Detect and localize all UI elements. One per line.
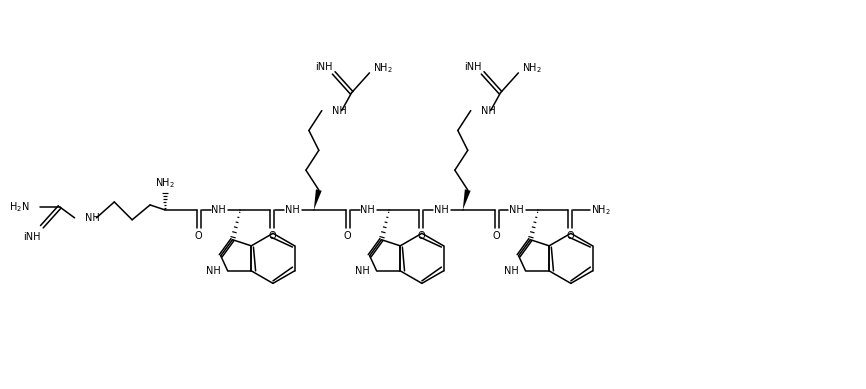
Polygon shape: [313, 189, 321, 210]
Text: NH: NH: [504, 266, 519, 276]
Text: iNH: iNH: [315, 62, 333, 72]
Text: NH: NH: [285, 205, 300, 215]
Text: NH$_2$: NH$_2$: [373, 61, 393, 75]
Text: NH: NH: [360, 205, 375, 215]
Text: O: O: [268, 231, 276, 241]
Text: NH$_2$: NH$_2$: [155, 176, 175, 190]
Text: O: O: [344, 231, 352, 241]
Text: O: O: [417, 231, 425, 241]
Text: NH: NH: [86, 213, 100, 223]
Text: NH: NH: [332, 105, 346, 116]
Text: NH: NH: [509, 205, 524, 215]
Text: NH: NH: [206, 266, 221, 276]
Text: NH: NH: [481, 105, 495, 116]
Text: NH: NH: [355, 266, 370, 276]
Text: NH: NH: [434, 205, 449, 215]
Text: NH$_2$: NH$_2$: [522, 61, 542, 75]
Text: iNH: iNH: [23, 232, 41, 242]
Text: O: O: [493, 231, 501, 241]
Text: H$_2$N: H$_2$N: [10, 200, 30, 214]
Text: NH$_2$: NH$_2$: [591, 203, 611, 217]
Text: O: O: [566, 231, 574, 241]
Polygon shape: [462, 189, 470, 210]
Text: iNH: iNH: [464, 62, 481, 72]
Text: NH: NH: [211, 205, 226, 215]
Text: O: O: [195, 231, 203, 241]
